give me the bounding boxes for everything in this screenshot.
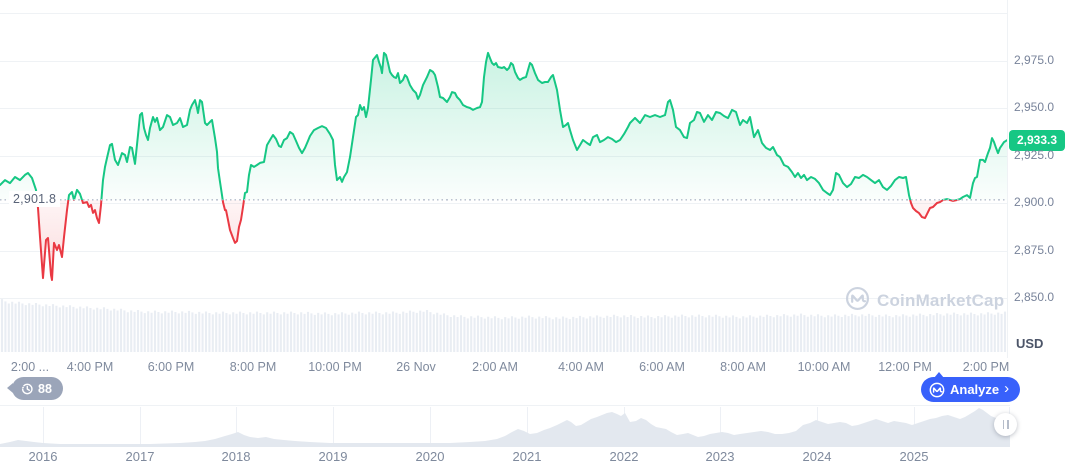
year-label: 2025 [899, 449, 929, 464]
x-tick-label: 2:00 PM [962, 360, 1010, 374]
analyze-button[interactable]: Analyze › [921, 372, 1021, 402]
baseline-price-label: 2,901.8 [9, 191, 61, 207]
year-label: 2017 [125, 449, 155, 464]
year-label: 2018 [221, 449, 251, 464]
x-axis[interactable]: 2:00 ... 4:00 PM 6:00 PM 8:00 PM 10:00 PM 26 … [0, 358, 1009, 376]
year-label: 2024 [802, 449, 832, 464]
x-tick-label: 12:00 PM [878, 360, 932, 374]
annotations-count-badge[interactable]: 88 [7, 377, 63, 400]
year-label: 2022 [609, 449, 639, 464]
x-tick-label: 8:00 PM [229, 360, 277, 374]
baseline-dotted-line [0, 199, 1007, 201]
x-tick-label: 8:00 AM [720, 360, 766, 374]
y-tick-label: 2,975.0 [1014, 53, 1055, 67]
grid-line [0, 61, 1007, 62]
area-fill-up [0, 52, 1007, 200]
watermark-text: CoinMarketCap [877, 291, 1005, 310]
year-label: 2019 [318, 449, 348, 464]
currency-unit-label: USD [1016, 336, 1044, 351]
x-tick-label: 4:00 AM [558, 360, 604, 374]
x-tick-label: 6:00 PM [147, 360, 195, 374]
chevron-right-icon: › [1004, 380, 1010, 397]
minimap-area [0, 408, 1010, 447]
year-label: 2016 [28, 449, 58, 464]
grid-line [0, 251, 1007, 252]
history-icon [20, 382, 34, 396]
x-tick-label: 10:00 AM [797, 360, 851, 374]
annotations-count: 88 [38, 381, 52, 396]
coinmarketcap-watermark: CoinMarketCap [845, 286, 1004, 316]
minimap-top-border [0, 405, 1010, 406]
x-tick-label: 10:00 PM [308, 360, 362, 374]
minimap-year-axis: 2016 2017 2018 2019 2020 2021 2022 2023 2024 2025 [0, 449, 1010, 467]
y-axis-divider [1007, 0, 1008, 358]
x-tick-label: 4:00 PM [66, 360, 114, 374]
x-tick-label: 2:00 AM [472, 360, 518, 374]
year-label: 2020 [415, 449, 445, 464]
year-label: 2023 [705, 449, 735, 464]
y-tick-label: 2,925.0 [1014, 148, 1055, 162]
analyze-logo-icon [929, 382, 945, 398]
price-line-up [0, 51, 1007, 200]
grid-line [0, 298, 1007, 299]
grid-line [0, 203, 1007, 204]
volume-bars [0, 299, 1007, 352]
y-tick-label: 2,850.0 [1014, 290, 1055, 304]
main-price-chart[interactable] [0, 0, 1007, 360]
x-tick-label: 6:00 AM [639, 360, 685, 374]
x-tick-label: 26 Nov [396, 360, 436, 374]
y-axis[interactable]: 2,933.3 USD 2,975.0 2,950.0 2,925.0 2,900.0… [1008, 0, 1072, 378]
date-range-minimap[interactable] [0, 406, 1010, 448]
coinmarketcap-logo-icon [845, 286, 870, 316]
year-label: 2021 [512, 449, 542, 464]
y-tick-label: 2,875.0 [1014, 243, 1055, 257]
y-tick-label: 2,950.0 [1014, 100, 1055, 114]
analyze-label: Analyze [950, 382, 1000, 397]
grid-line [0, 13, 1007, 14]
minimap-range-handle[interactable] [994, 413, 1017, 436]
x-tick-label: 2:00 ... [10, 360, 50, 374]
current-price-badge: 2,933.3 [1009, 130, 1065, 151]
y-tick-label: 2,900.0 [1014, 195, 1055, 209]
